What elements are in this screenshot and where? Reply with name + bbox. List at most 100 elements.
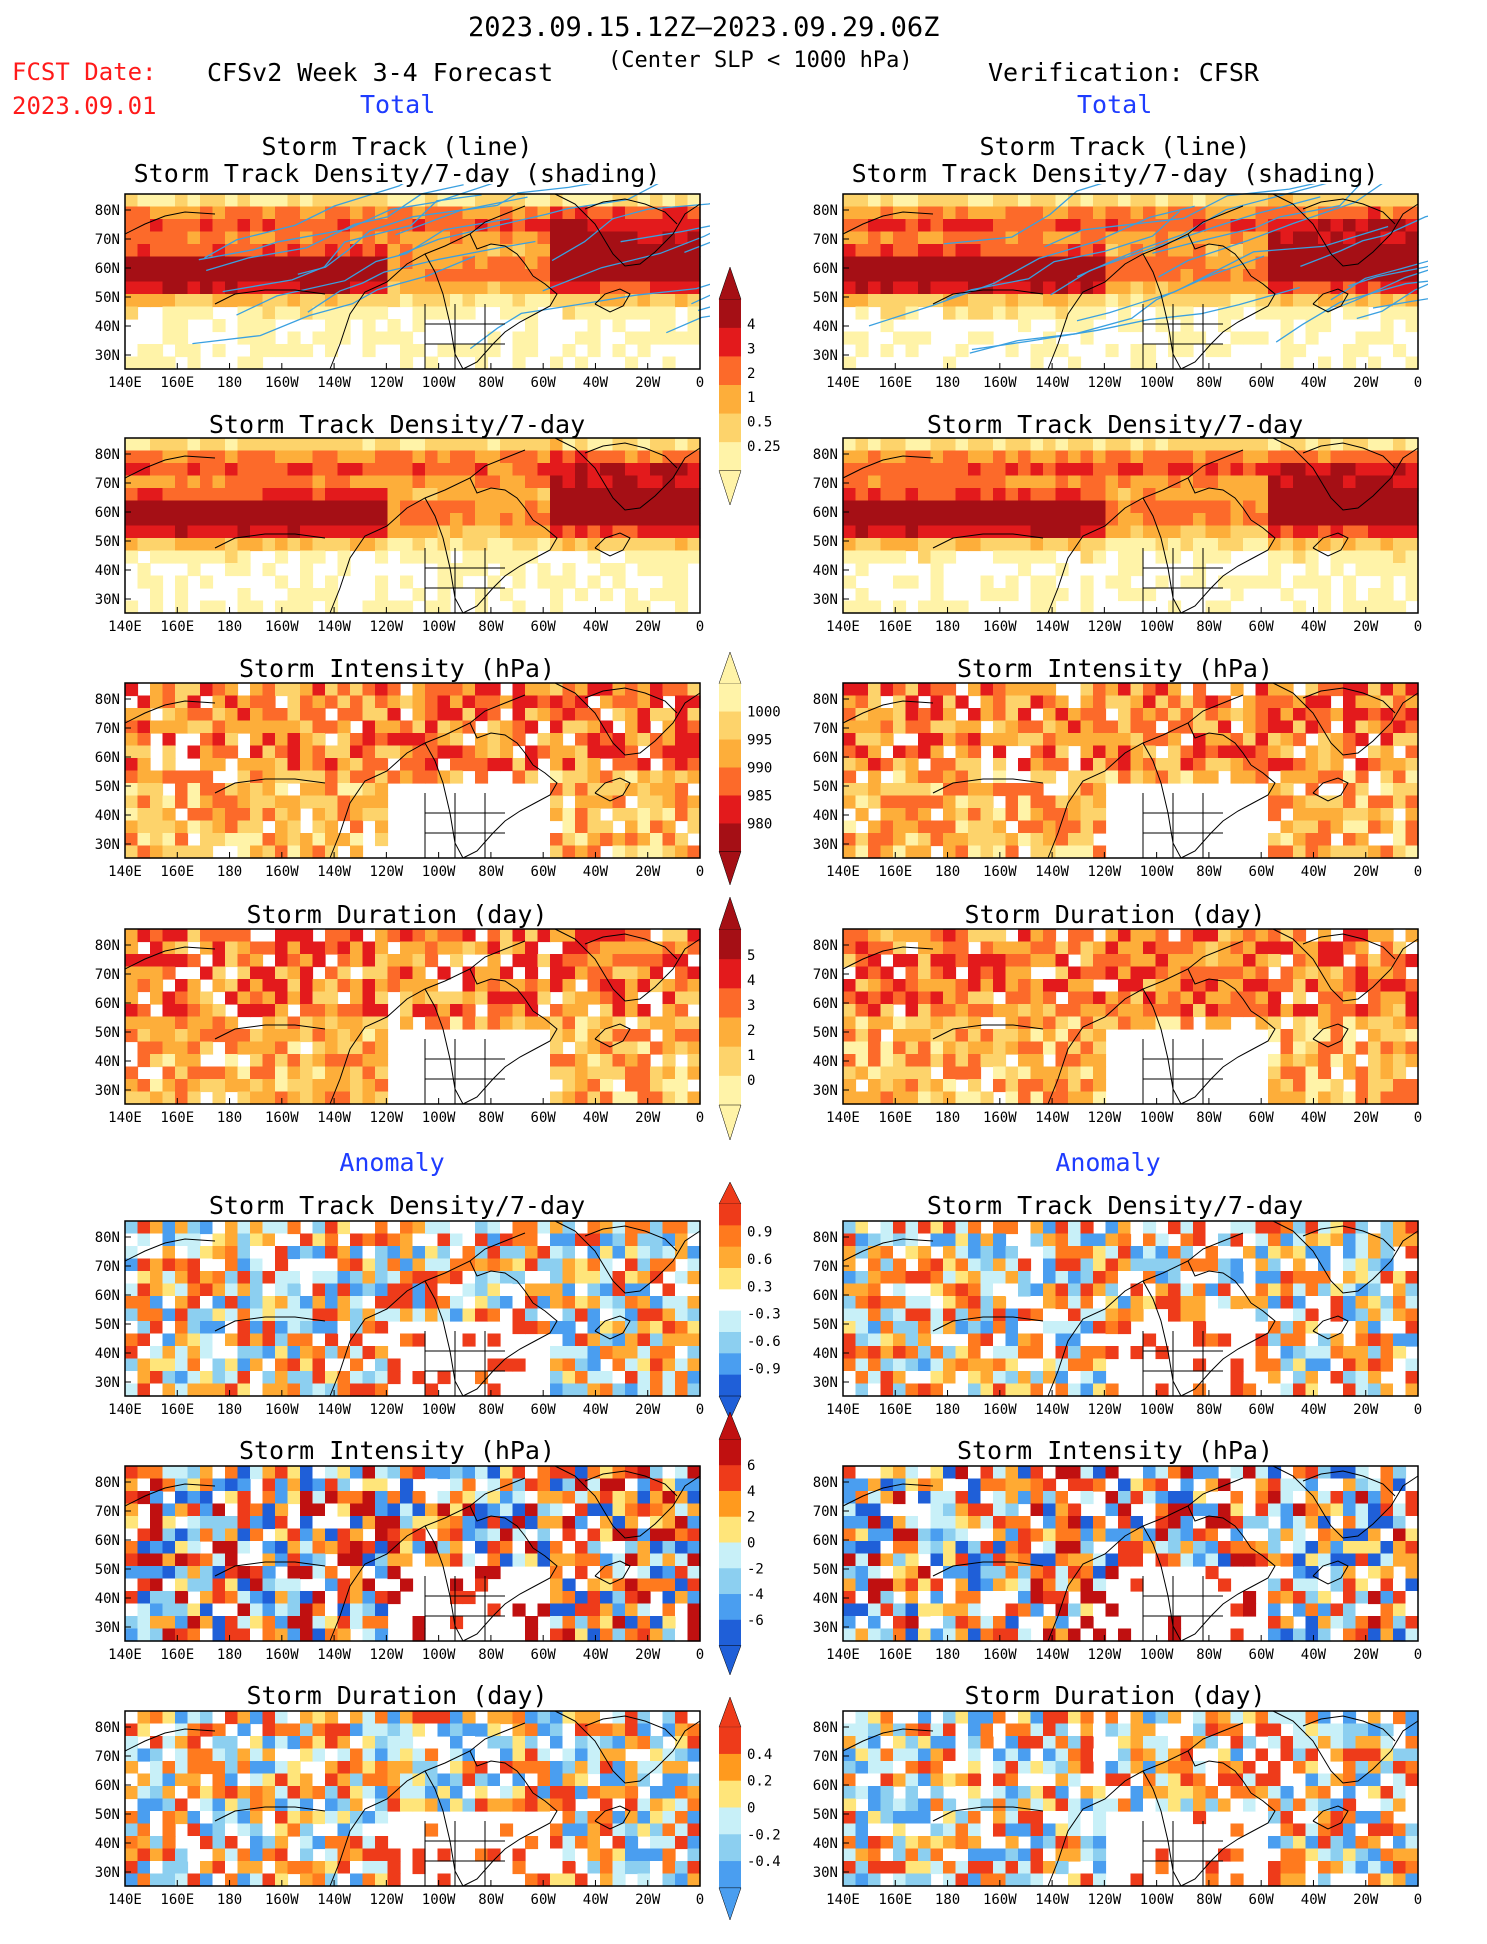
shade-cell (512, 331, 526, 345)
shade-cell (487, 1736, 501, 1750)
shade-cell (262, 1628, 276, 1642)
shade-cell (487, 1016, 501, 1030)
shade-cell (137, 294, 151, 308)
coastline (124, 1238, 216, 1262)
shade-cell (212, 1091, 226, 1105)
shade-cell (637, 941, 651, 955)
lat-label: 70N (95, 1749, 120, 1765)
shade-cell (450, 219, 464, 233)
shade-cell (587, 1346, 601, 1360)
shade-cell (187, 1541, 201, 1555)
shade-cell (375, 1603, 389, 1617)
shade-cell (437, 683, 451, 697)
coastline (124, 1483, 216, 1507)
shade-cell (1218, 513, 1232, 527)
shade-cell (275, 1836, 289, 1850)
shade-cell (500, 720, 514, 734)
shade-cell (412, 1541, 426, 1555)
shade-cell (500, 1736, 514, 1750)
shade-cell (325, 1246, 339, 1260)
shade-cell (375, 770, 389, 784)
shade-cell (575, 820, 589, 834)
shade-cell (462, 438, 476, 452)
shade-cell (187, 281, 201, 295)
shade-cell (600, 1333, 614, 1347)
shade-cell (575, 1503, 589, 1517)
shade-cell (350, 770, 364, 784)
shade-cell (150, 475, 164, 489)
shade-cell (375, 683, 389, 697)
shade-cell (475, 1233, 489, 1247)
shade-cell (637, 1371, 651, 1385)
shade-cell (612, 991, 626, 1005)
shade-cell (600, 1383, 614, 1397)
shade-cell (1055, 513, 1069, 527)
shade-cell (955, 488, 969, 502)
shade-cell (337, 1321, 351, 1335)
shade-cell (425, 1221, 439, 1235)
shade-cell (137, 256, 151, 270)
lon-label: 120W (370, 1647, 404, 1663)
shade-cell (587, 450, 601, 464)
shade-cell (375, 1358, 389, 1372)
shade-cell (687, 438, 701, 452)
shade-cell (600, 1478, 614, 1492)
shade-cell (943, 463, 957, 477)
shade-cell (525, 525, 539, 539)
shade-cell (662, 1346, 676, 1360)
shade-cell (125, 450, 139, 464)
coastline (424, 1331, 505, 1396)
shade-cell (562, 991, 576, 1005)
shade-cell (275, 758, 289, 772)
shade-cell (687, 281, 701, 295)
shade-cell (868, 231, 882, 245)
shade-cell (187, 1333, 201, 1347)
lat-label: 80N (95, 938, 120, 954)
shade-cell (362, 1296, 376, 1310)
shade-cell (437, 1466, 451, 1480)
shade-cell (300, 1004, 314, 1018)
shade-cell (187, 795, 201, 809)
shade-cell (412, 733, 426, 747)
shade-cell (675, 1628, 689, 1642)
shade-cell (350, 1616, 364, 1630)
shade-cell (993, 194, 1007, 208)
shade-cell (893, 575, 907, 589)
shade-cell (625, 1761, 639, 1775)
shade-cell (400, 695, 414, 709)
shade-cell (300, 1591, 314, 1605)
shade-cell (487, 450, 501, 464)
shade-cell (412, 1786, 426, 1800)
shade-cell (1180, 475, 1194, 489)
shade-cell (287, 1591, 301, 1605)
shade-cell (150, 991, 164, 1005)
shade-cell (437, 1016, 451, 1030)
shade-cell (400, 550, 414, 564)
shade-cell (587, 1591, 601, 1605)
shade-cell (412, 1503, 426, 1517)
shade-cell (487, 1491, 501, 1505)
shade-cell (150, 538, 164, 552)
shade-cell (362, 991, 376, 1005)
shade-cell (225, 1371, 239, 1385)
shade-cell (537, 525, 551, 539)
shade-cell (612, 1258, 626, 1272)
shade-cell (525, 1258, 539, 1272)
shade-cell (325, 808, 339, 822)
shade-cell (512, 770, 526, 784)
shade-cell (287, 1603, 301, 1617)
shade-cell (337, 281, 351, 295)
shade-cell (650, 269, 664, 283)
shade-cell (575, 991, 589, 1005)
shade-cell (462, 281, 476, 295)
shade-cell (350, 683, 364, 697)
shade-cell (262, 1221, 276, 1235)
shade-cell (1055, 538, 1069, 552)
shade-cell (425, 356, 439, 370)
shade-cell (575, 783, 589, 797)
shade-cell (262, 1478, 276, 1492)
shade-cell (125, 1786, 139, 1800)
right-total-label: Total (1077, 90, 1153, 119)
shade-cell (175, 1091, 189, 1105)
shade-cell (980, 269, 994, 283)
